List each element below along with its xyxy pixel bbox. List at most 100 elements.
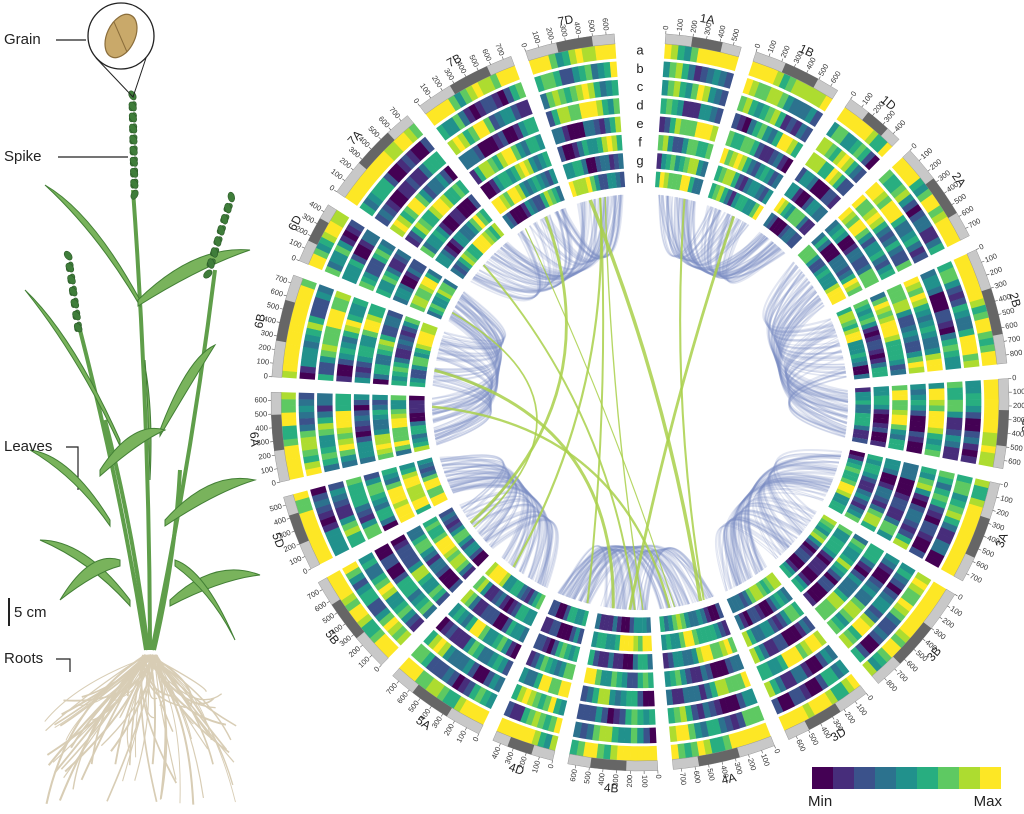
heat-cell — [537, 634, 548, 652]
tick-mark — [975, 248, 979, 250]
heat-cell — [790, 78, 804, 96]
heat-cell — [824, 167, 839, 184]
synteny-link — [504, 194, 623, 274]
heat-cell — [355, 430, 372, 438]
heat-cell — [949, 498, 967, 510]
heat-cell — [498, 193, 512, 210]
heat-cell — [531, 592, 543, 608]
heat-cell — [814, 651, 829, 669]
heat-cell — [354, 371, 371, 379]
heat-cell — [702, 739, 713, 756]
heat-cell — [926, 285, 944, 297]
heat-cell — [842, 322, 859, 333]
heat-cell — [955, 533, 973, 547]
synteny-link — [434, 314, 499, 437]
spikelet — [224, 202, 232, 214]
synteny-link — [740, 468, 837, 579]
tick-label: 500 — [953, 192, 968, 206]
tick-label: 100 — [983, 251, 998, 264]
synteny-link — [632, 548, 699, 611]
heat-cell — [566, 123, 576, 141]
heat-cell — [369, 256, 386, 269]
heat-cell — [310, 539, 328, 553]
synteny-link — [562, 545, 671, 609]
heat-cell — [669, 633, 677, 650]
synteny-link — [431, 338, 494, 406]
heat-cell — [775, 612, 788, 629]
translocation-link — [524, 228, 676, 608]
heat-cell — [594, 613, 602, 630]
heat-cell — [401, 470, 418, 480]
heat-cell — [922, 335, 939, 345]
track-letter: g — [636, 153, 643, 168]
heat-cell — [790, 577, 805, 593]
synteny-link — [688, 200, 748, 266]
heat-cell — [802, 172, 816, 189]
heat-cell — [398, 657, 415, 674]
heat-cell — [780, 226, 794, 242]
heat-cell — [361, 233, 378, 247]
heat-cell — [598, 118, 607, 135]
heat-cell — [888, 288, 905, 300]
heat-cell — [696, 47, 706, 64]
heat-cell — [411, 225, 427, 240]
heat-cell — [324, 325, 342, 336]
heat-cell — [711, 68, 722, 86]
synteny-link — [567, 546, 617, 609]
tick-label: 500 — [816, 62, 830, 77]
heat-cell — [420, 279, 437, 291]
heat-cell — [451, 606, 467, 622]
heat-cell — [409, 420, 426, 427]
synteny-link — [667, 195, 768, 271]
synteny-link — [773, 453, 841, 520]
heat-cell — [695, 140, 704, 158]
heat-cell — [607, 652, 615, 669]
heat-cell — [535, 593, 546, 610]
synteny-link — [788, 370, 847, 435]
root — [59, 654, 155, 727]
heat-cell — [378, 638, 395, 654]
heat-cell — [421, 473, 439, 483]
heat-cell — [762, 619, 775, 636]
heat-cell — [552, 620, 562, 637]
heat-cell — [872, 625, 889, 641]
heat-cell — [960, 521, 978, 534]
heat-cell — [848, 503, 865, 515]
synteny-link — [445, 471, 537, 575]
heat-cell — [784, 117, 798, 134]
synteny-link — [676, 197, 775, 274]
spikelet — [128, 112, 137, 123]
heat-cell — [462, 150, 477, 167]
heat-cell — [414, 192, 431, 208]
tick-mark — [872, 113, 875, 116]
heat-cell — [557, 699, 568, 716]
tick-label: 0 — [290, 253, 297, 263]
heat-cell — [914, 487, 932, 498]
heat-cell — [422, 275, 439, 288]
heat-cell — [741, 709, 753, 727]
heat-cell — [794, 123, 809, 140]
heat-cell — [700, 645, 709, 663]
heat-cell — [431, 151, 447, 168]
heat-cell — [522, 179, 535, 196]
heat-cell — [791, 552, 806, 567]
synteny-link — [442, 465, 531, 569]
synteny-link — [726, 515, 794, 585]
synteny-link — [441, 294, 505, 347]
tick-mark — [850, 96, 853, 100]
heat-cell — [906, 240, 923, 254]
heat-cell — [908, 366, 925, 374]
synteny-link — [725, 517, 792, 585]
heat-cell — [932, 302, 950, 314]
heat-cell — [382, 642, 399, 659]
heat-cell — [830, 294, 847, 306]
heat-cell — [809, 531, 825, 545]
heat-cell — [547, 599, 558, 616]
heat-cell — [812, 630, 827, 647]
heat-cell — [850, 255, 867, 268]
heat-cell — [438, 221, 454, 236]
heat-cell — [446, 116, 461, 134]
heat-cell — [405, 149, 421, 166]
heat-cell — [444, 623, 459, 640]
heat-cell — [405, 175, 421, 191]
